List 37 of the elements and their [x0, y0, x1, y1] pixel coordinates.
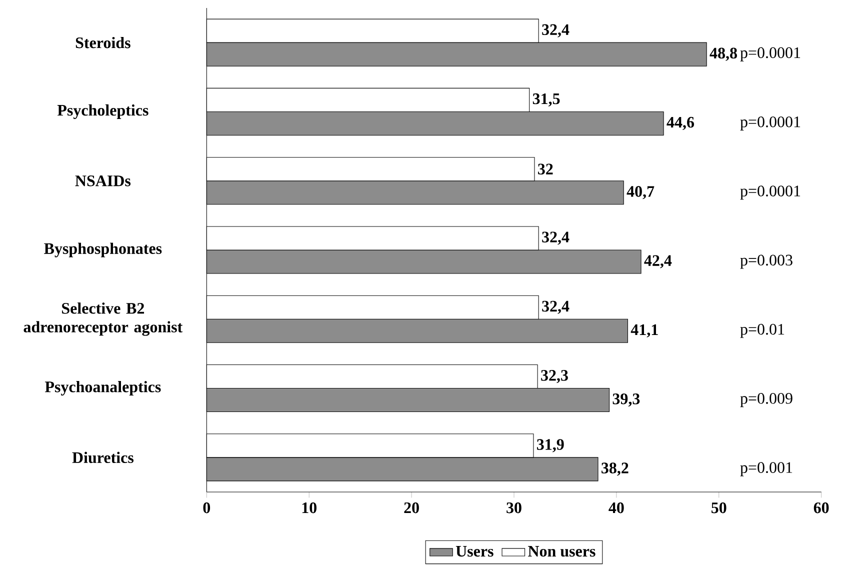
legend-label: Users [456, 546, 494, 557]
data-label: 42,4 [644, 255, 672, 268]
x-tick-label: 50 [712, 502, 726, 514]
y-tick-label: Selective B2 adrenoreceptor agonist [24, 302, 183, 336]
y-tick-label: Steroids [76, 36, 130, 48]
y-tick-label: Bysphosphonates [44, 242, 162, 258]
y-tick-label: Psychoanaleptics [44, 381, 161, 396]
data-label: 32,4 [542, 24, 570, 38]
data-label: 31,5 [532, 93, 560, 106]
data-label: 32,3 [541, 370, 568, 384]
data-label: 48,8 [710, 48, 737, 61]
data-label: 39,3 [612, 393, 640, 407]
y-tick-label: Psycholeptics [57, 104, 148, 119]
data-label: 38,2 [602, 462, 628, 476]
data-label: 44,6 [666, 116, 694, 130]
x-tick-label: 0 [203, 502, 210, 514]
annotation: p=0.0001 [740, 186, 800, 200]
data-label: 41,1 [630, 324, 658, 338]
x-tick-label: 20 [404, 502, 419, 514]
data-label: 31,9 [537, 439, 564, 452]
x-tick-label: 30 [506, 502, 522, 514]
annotation: p=0.009 [740, 393, 792, 408]
annotation: p=0.001 [740, 462, 792, 476]
annotation: p=0.003 [740, 254, 792, 269]
x-tick-label: 40 [608, 502, 624, 514]
y-tick-label: Diuretics [72, 452, 134, 464]
annotation: p=0.0001 [740, 47, 800, 62]
data-label: 40,7 [626, 186, 654, 200]
annotation: p=0.01 [740, 324, 784, 338]
x-tick-label: 60 [814, 502, 829, 514]
data-label: 32,4 [542, 300, 570, 314]
data-label: 32 [538, 164, 553, 174]
x-tick-label: 10 [302, 502, 316, 514]
legend-label: Non users [528, 546, 596, 557]
y-tick-label: NSAIDs [75, 175, 131, 186]
data-label: 32,4 [542, 232, 570, 245]
annotation: p=0.0001 [740, 116, 800, 130]
